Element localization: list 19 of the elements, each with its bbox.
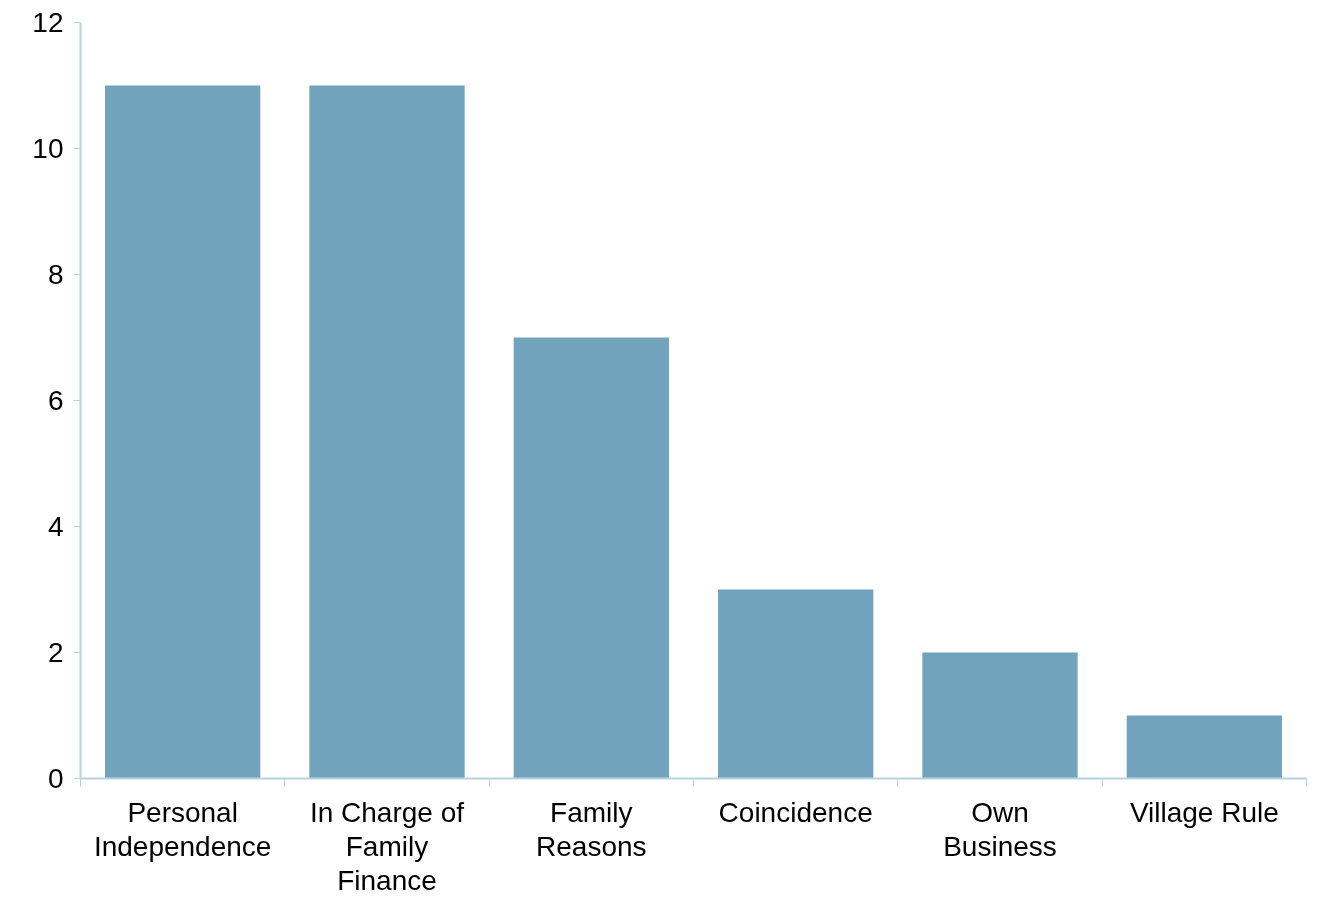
y-tick-label: 6 xyxy=(47,385,64,416)
y-tick-label: 12 xyxy=(32,7,64,38)
x-tick-label: Personal Independence xyxy=(93,796,272,862)
bar xyxy=(105,85,261,779)
x-tick-label: Family Reasons xyxy=(536,796,647,862)
x-tick-label: In Charge of Family Finance xyxy=(309,796,465,896)
bar xyxy=(1126,715,1282,779)
y-tick-label: 4 xyxy=(47,511,64,542)
y-tick-label: 0 xyxy=(47,763,64,794)
x-tick-label: Village Rule xyxy=(1129,796,1279,828)
bar xyxy=(309,85,465,779)
y-tick-label: 2 xyxy=(47,637,64,668)
x-tick-label: Own Business xyxy=(943,796,1057,862)
y-tick-label: 10 xyxy=(32,133,64,164)
y-tick-label: 8 xyxy=(47,259,64,290)
bar xyxy=(718,589,874,779)
bar xyxy=(513,337,669,779)
bar xyxy=(922,652,1078,779)
x-tick-label: Coincidence xyxy=(718,796,873,828)
